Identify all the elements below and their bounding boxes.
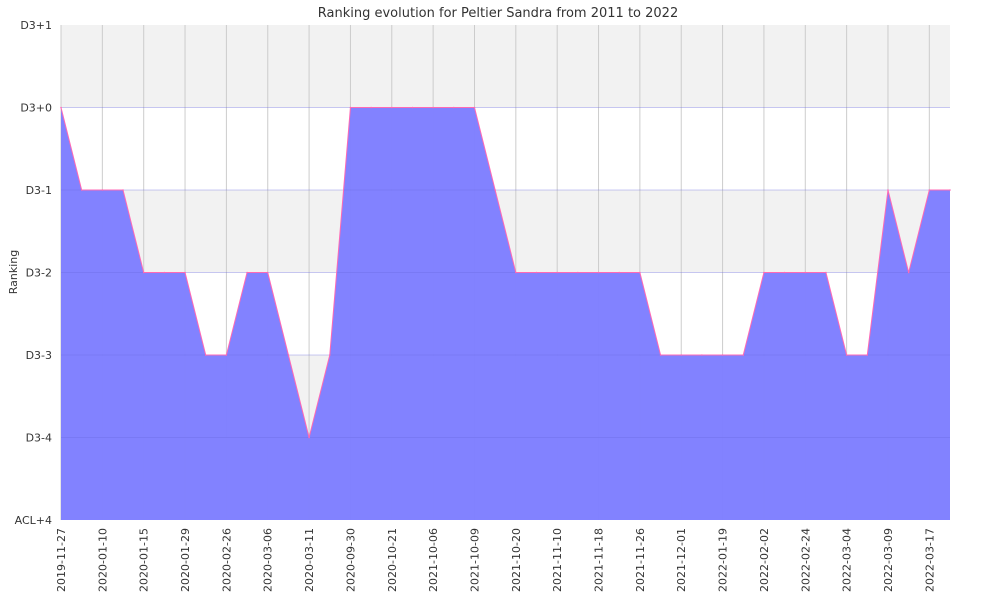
x-tick-label: 2020-01-29 [179, 528, 192, 592]
x-tick-label: 2021-10-06 [427, 528, 440, 592]
data-point [184, 271, 186, 274]
y-tick-label: D3-2 [26, 267, 52, 280]
data-point [783, 271, 786, 274]
data-point [204, 354, 207, 356]
data-point [887, 189, 889, 191]
x-tick-label: 2022-01-19 [717, 528, 730, 592]
data-point [618, 271, 621, 274]
x-tick-label: 2022-02-24 [799, 528, 812, 592]
data-point [163, 271, 166, 274]
area-series [60, 106, 951, 520]
data-point [494, 189, 496, 191]
data-point [308, 436, 310, 439]
y-tick-label: D3+1 [20, 19, 52, 32]
x-tick-label: 2022-02-02 [758, 528, 771, 592]
data-point [680, 354, 683, 356]
x-tick-label: 2021-10-20 [510, 528, 523, 592]
y-tick-label: D3-1 [26, 184, 52, 197]
data-point [556, 271, 558, 274]
data-point [949, 189, 951, 191]
ranking-area [61, 107, 950, 520]
chart-title: Ranking evolution for Peltier Sandra fro… [318, 6, 678, 21]
data-point [390, 106, 393, 109]
x-tick-label: 2020-10-21 [386, 528, 399, 592]
data-point [287, 354, 290, 356]
data-point [246, 271, 248, 274]
y-axis-label: Ranking [7, 250, 20, 295]
data-point [804, 271, 807, 274]
data-point [701, 354, 703, 356]
data-point [907, 271, 910, 274]
x-tick-label: 2021-11-18 [593, 528, 606, 592]
y-axis-ticks: ACL+4 D3-4 D3-3 D3-2 D3-1 D3+0 D3+1 [15, 19, 52, 527]
x-tick-label: 2020-02-26 [220, 528, 233, 592]
ranking-line [60, 107, 950, 438]
data-point [225, 354, 228, 356]
data-point [845, 354, 848, 356]
data-point [80, 189, 83, 191]
x-tick-label: 2022-03-04 [841, 528, 854, 592]
y-tick-label: D3-4 [26, 432, 52, 445]
x-tick-label: 2022-03-09 [882, 528, 895, 592]
data-point [515, 271, 517, 274]
data-point [597, 271, 600, 274]
data-point [928, 189, 931, 191]
data-point [453, 106, 455, 109]
data-point [370, 106, 372, 109]
data-point [742, 354, 745, 356]
x-tick-label: 2021-11-26 [634, 528, 647, 592]
data-point [535, 271, 538, 274]
background-band [61, 25, 950, 108]
x-tick-label: 2021-11-10 [551, 528, 564, 592]
data-point [866, 354, 869, 356]
x-tick-label: 2020-03-06 [262, 528, 275, 592]
y-tick-label: D3+0 [20, 102, 52, 115]
data-point [142, 271, 145, 274]
x-axis-ticks: 2019-11-27 2020-01-10 2020-01-15 2020-01-29… [55, 528, 936, 592]
x-tick-label: 2020-01-15 [138, 528, 151, 592]
data-point [122, 189, 124, 191]
data-point [101, 189, 104, 191]
y-tick-label: D3-3 [26, 349, 52, 362]
data-point [349, 106, 352, 109]
data-point [328, 354, 331, 356]
x-tick-label: 2021-10-09 [468, 528, 481, 592]
x-tick-label: 2020-09-30 [344, 528, 357, 592]
x-tick-label: 2020-03-11 [303, 528, 316, 592]
x-tick-label: 2022-03-17 [923, 528, 936, 592]
data-point [659, 354, 662, 356]
x-tick-label: 2021-12-01 [675, 528, 688, 592]
data-point [577, 271, 579, 274]
data-point [763, 271, 765, 274]
data-point [266, 271, 269, 274]
data-point [639, 271, 641, 274]
data-point [411, 106, 414, 109]
data-point [825, 271, 827, 274]
data-point [432, 106, 434, 109]
x-tick-label: 2020-01-10 [96, 528, 109, 592]
y-tick-label: ACL+4 [15, 514, 52, 527]
data-point [721, 354, 724, 356]
data-point [60, 106, 62, 109]
x-tick-label: 2019-11-27 [55, 528, 68, 592]
data-point [473, 106, 476, 109]
